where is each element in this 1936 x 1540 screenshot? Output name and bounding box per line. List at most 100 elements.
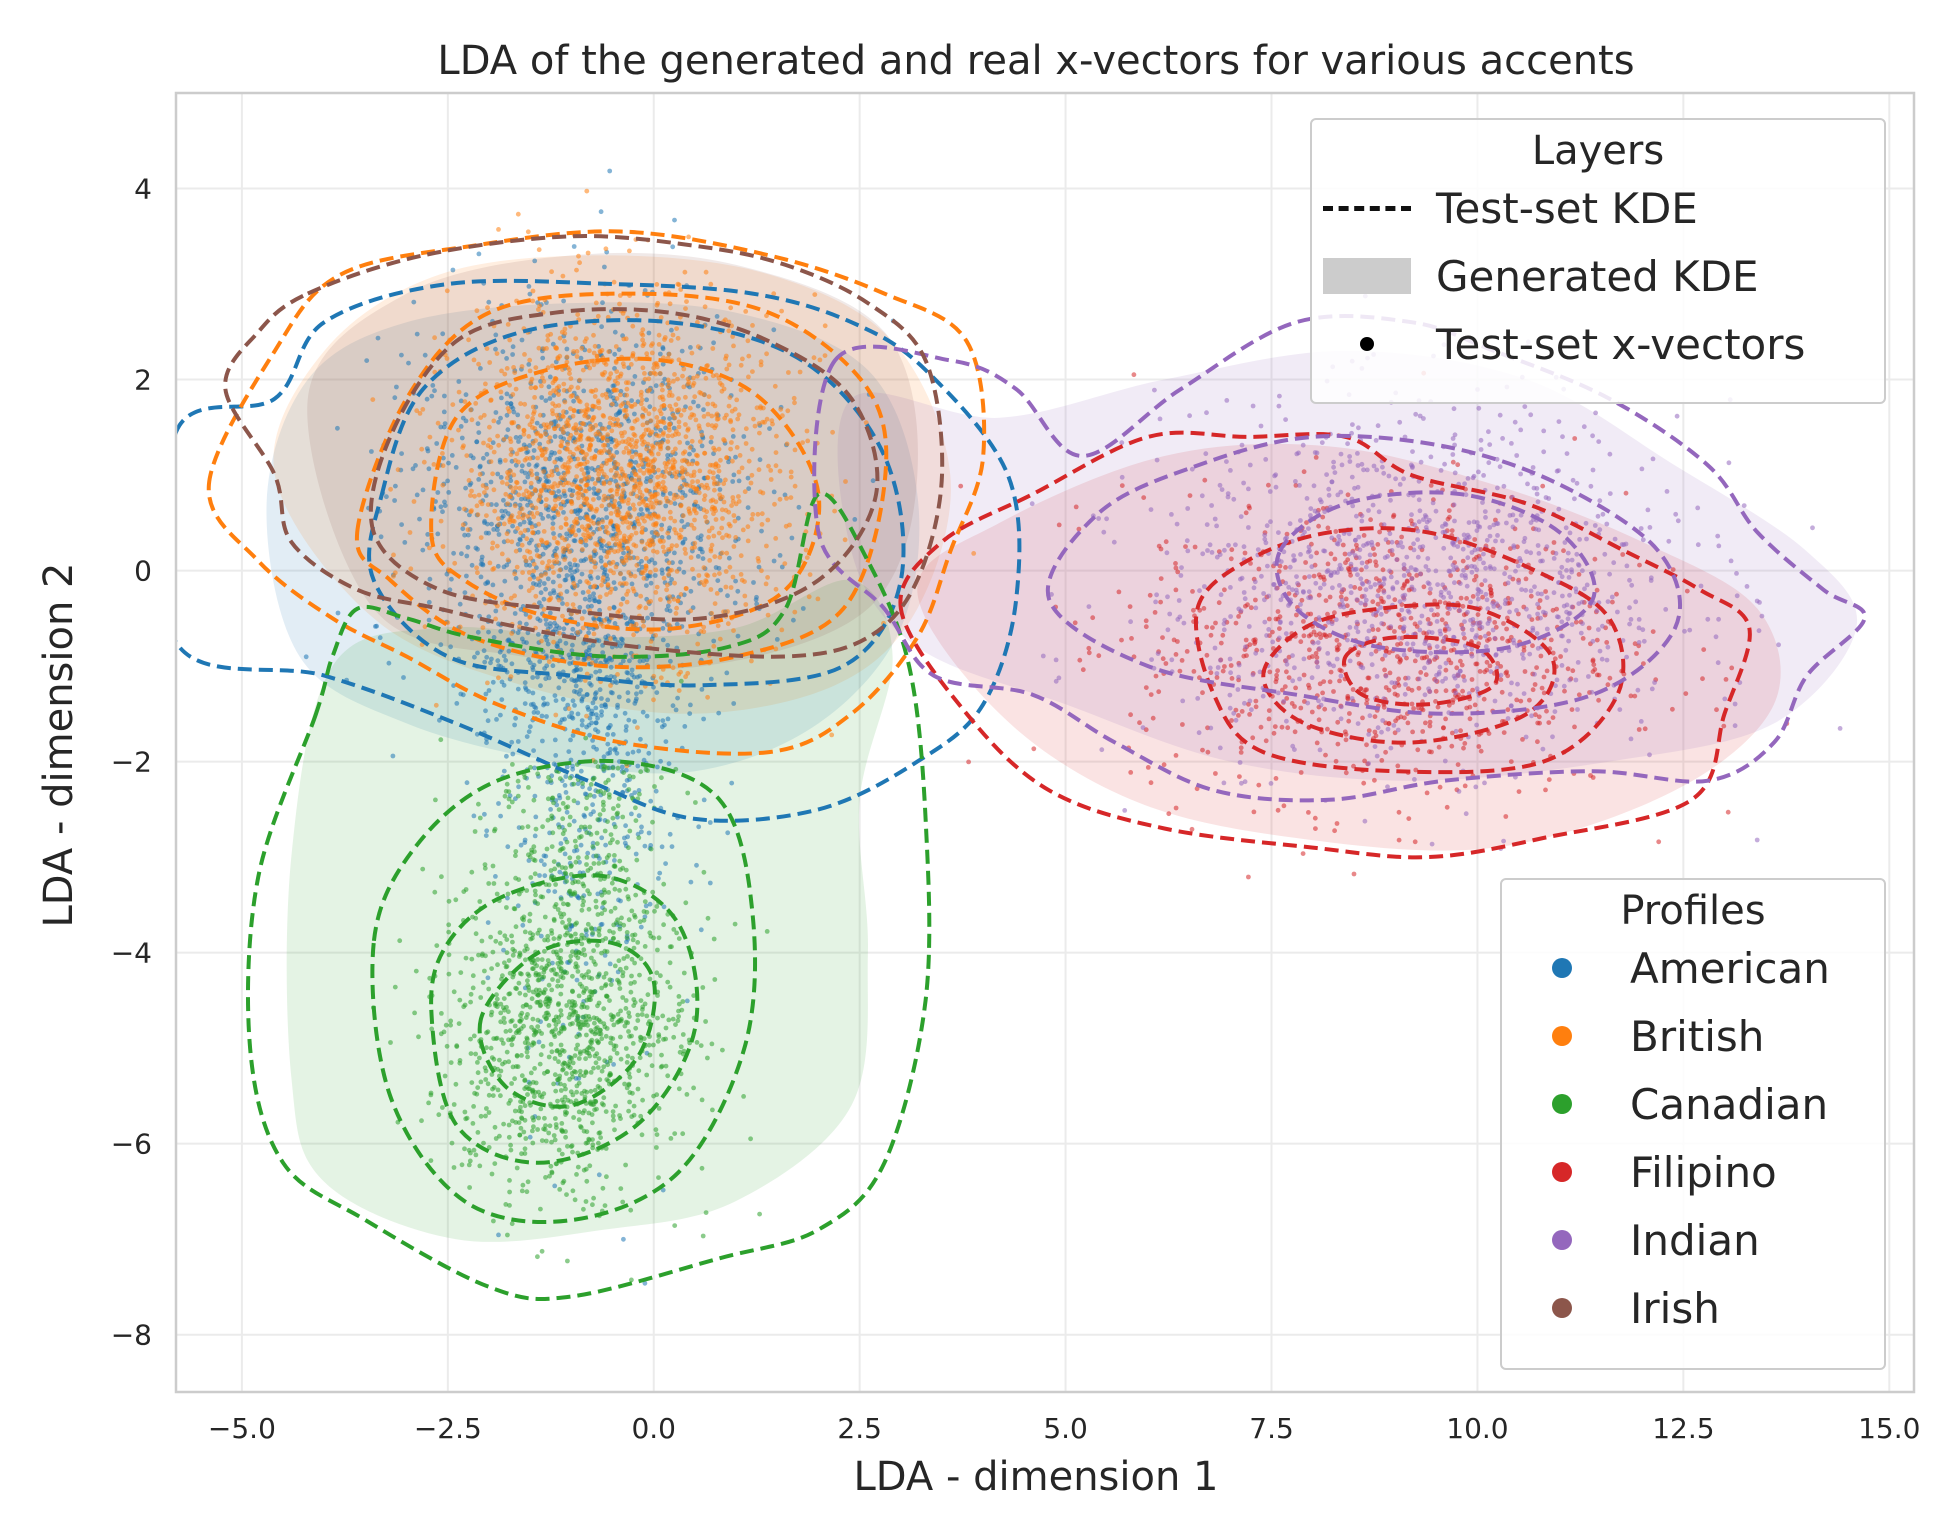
data-point xyxy=(610,773,616,778)
data-point xyxy=(448,644,453,650)
data-point xyxy=(666,622,672,628)
data-point xyxy=(522,1103,528,1109)
data-point xyxy=(522,1078,528,1083)
data-point xyxy=(586,707,591,712)
data-point xyxy=(619,433,625,439)
data-point xyxy=(545,933,551,939)
data-point xyxy=(627,536,633,542)
data-point xyxy=(421,459,427,465)
data-point xyxy=(527,918,532,924)
data-point xyxy=(438,642,444,648)
data-point xyxy=(644,351,650,357)
data-point xyxy=(544,565,550,571)
data-point xyxy=(483,381,488,387)
data-point xyxy=(701,497,707,502)
data-point xyxy=(733,578,738,584)
data-point xyxy=(557,335,563,341)
data-point xyxy=(525,414,530,420)
data-point xyxy=(483,708,488,714)
data-point xyxy=(610,559,616,565)
data-point xyxy=(587,573,593,579)
data-point xyxy=(666,571,671,577)
data-point xyxy=(728,446,733,452)
data-point xyxy=(620,637,625,642)
data-point xyxy=(600,392,605,398)
data-point xyxy=(603,506,609,512)
data-point xyxy=(740,527,746,533)
data-point xyxy=(627,1014,632,1019)
data-point xyxy=(528,468,534,474)
data-point xyxy=(539,453,545,458)
data-point xyxy=(599,468,605,474)
data-point xyxy=(594,1106,599,1112)
data-point xyxy=(485,680,490,686)
data-point xyxy=(487,560,493,566)
data-point xyxy=(594,1025,600,1030)
data-point xyxy=(584,1005,590,1010)
data-point xyxy=(608,909,614,914)
data-point xyxy=(531,1032,537,1038)
data-point xyxy=(468,1051,474,1056)
data-point xyxy=(574,267,579,273)
data-point xyxy=(552,889,558,894)
data-point xyxy=(510,1064,516,1070)
data-point xyxy=(525,229,531,235)
data-point xyxy=(640,365,646,371)
data-point xyxy=(408,566,414,572)
data-point xyxy=(562,716,567,722)
data-point xyxy=(601,493,607,499)
data-point xyxy=(714,411,720,417)
data-point xyxy=(496,419,501,425)
data-point xyxy=(621,770,626,775)
data-point xyxy=(564,809,570,815)
data-point xyxy=(530,1088,535,1094)
data-point xyxy=(463,955,469,961)
data-point xyxy=(673,402,679,407)
data-point xyxy=(513,435,519,440)
data-point xyxy=(724,550,730,556)
data-point xyxy=(696,573,702,578)
data-point xyxy=(428,1092,434,1098)
data-point xyxy=(641,658,646,664)
data-point xyxy=(555,907,561,912)
data-point xyxy=(637,468,643,473)
data-point xyxy=(521,512,527,518)
data-point xyxy=(634,312,640,318)
data-point xyxy=(486,629,491,635)
data-point xyxy=(484,346,490,351)
data-point xyxy=(654,549,660,555)
data-point xyxy=(587,732,592,738)
data-point xyxy=(563,924,568,929)
data-point xyxy=(579,722,585,728)
data-point xyxy=(716,565,722,571)
data-point xyxy=(598,555,604,560)
data-point xyxy=(426,1100,431,1106)
data-point xyxy=(668,338,674,343)
data-point xyxy=(712,554,718,559)
data-point xyxy=(750,369,755,374)
data-point xyxy=(485,975,491,981)
data-point xyxy=(600,650,606,655)
data-point xyxy=(623,558,629,563)
data-point xyxy=(640,327,646,333)
data-point xyxy=(543,571,548,577)
data-point xyxy=(642,288,648,293)
data-point xyxy=(573,336,579,341)
data-point xyxy=(546,882,552,888)
data-point xyxy=(665,1073,671,1079)
data-point xyxy=(509,1221,515,1227)
data-point xyxy=(580,902,586,908)
data-point xyxy=(526,284,532,289)
data-point xyxy=(556,403,562,408)
data-point xyxy=(527,1134,533,1140)
data-point xyxy=(632,912,637,918)
data-point xyxy=(627,461,633,466)
data-point xyxy=(535,1017,541,1023)
data-point xyxy=(725,621,731,627)
data-point xyxy=(663,739,669,744)
data-point xyxy=(630,502,636,508)
data-point xyxy=(587,1016,593,1022)
data-point xyxy=(516,492,522,498)
data-point xyxy=(564,970,570,976)
data-point xyxy=(565,804,571,810)
